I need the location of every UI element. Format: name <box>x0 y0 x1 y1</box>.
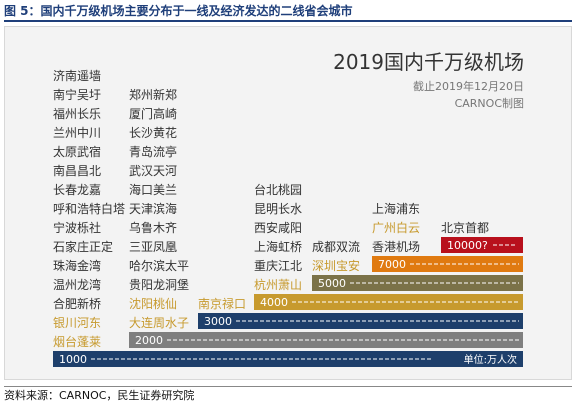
city-label: 上海虹桥 <box>254 239 302 254</box>
city-label: 青岛流亭 <box>129 144 177 159</box>
city-label: 合肥新桥 <box>53 296 101 311</box>
airport-tier-chart: 2019国内千万级机场 截止2019年12月20日 CARNOC制图 1000 2… <box>53 50 524 367</box>
city-labels: 济南遥墙南宁吴圩福州长乐兰州中川太原武宿南昌昌北长春龙嘉呼和浩特白塔宁波栎社石家… <box>53 68 489 349</box>
city-label: 太原武宿 <box>53 144 101 159</box>
unit-label: 单位:万人次 <box>464 353 517 366</box>
city-label: 温州龙湾 <box>53 277 101 292</box>
tier-label-2000: 2000 <box>135 334 163 347</box>
city-label: 台北桃园 <box>254 182 302 197</box>
city-label: 沈阳桃仙 <box>129 296 177 311</box>
tier-bar-3000 <box>198 313 523 329</box>
city-label: 兰州中川 <box>53 125 101 140</box>
city-label: 长春龙嘉 <box>53 183 101 197</box>
city-label: 成都双流 <box>312 240 360 254</box>
city-label: 西安咸阳 <box>254 220 302 235</box>
city-label: 重庆江北 <box>254 259 302 273</box>
tier-label-7000: 7000 <box>378 258 406 271</box>
chart-credit: CARNOC制图 <box>455 97 524 110</box>
city-label: 上海浦东 <box>372 201 420 216</box>
city-label: 南京禄口 <box>198 296 246 311</box>
tier-label-4000: 4000 <box>260 296 288 309</box>
tier-label-10000: 10000? <box>447 239 488 252</box>
city-label: 哈尔滨太平 <box>129 258 189 273</box>
city-label: 珠海金湾 <box>53 258 101 273</box>
city-label: 海口美兰 <box>129 182 177 197</box>
chart-title: 2019国内千万级机场 <box>333 50 524 74</box>
city-label: 昆明长水 <box>254 202 302 216</box>
city-label: 长沙黄花 <box>129 125 177 140</box>
city-label: 厦门高崎 <box>129 106 177 121</box>
city-label: 福州长乐 <box>53 106 101 121</box>
city-label: 三亚凤凰 <box>129 240 177 254</box>
city-label: 广州白云 <box>372 220 420 235</box>
chart-panel: 2019国内千万级机场 截止2019年12月20日 CARNOC制图 1000 2… <box>4 26 572 380</box>
city-label: 石家庄正定 <box>53 239 113 254</box>
city-label: 武汉天河 <box>129 164 177 178</box>
city-label: 南昌昌北 <box>53 163 101 178</box>
city-label: 南宁吴圩 <box>53 87 101 102</box>
chart-subtitle: 截止2019年12月20日 <box>413 79 524 93</box>
tier-label-1000: 1000 <box>59 353 87 366</box>
city-label: 天津滨海 <box>129 201 177 216</box>
city-label: 香港机场 <box>372 240 420 254</box>
city-label: 呼和浩特白塔 <box>53 201 125 216</box>
city-label: 济南遥墙 <box>53 68 101 83</box>
city-label: 深圳宝安 <box>312 258 360 273</box>
city-label: 郑州新郑 <box>129 87 177 102</box>
figure-caption: 图 5：国内千万级机场主要分布于一线及经济发达的二线省会城市 <box>4 2 572 22</box>
city-label: 杭州萧山 <box>254 277 302 292</box>
city-label: 乌鲁木齐 <box>129 220 177 235</box>
source-note: 资料来源：CARNOC，民生证券研究院 <box>4 386 572 404</box>
tier-bar-10000 <box>441 237 523 253</box>
city-label: 宁波栎社 <box>53 220 101 235</box>
city-label: 烟台蓬莱 <box>53 334 101 349</box>
city-label: 北京首都 <box>441 221 489 235</box>
tier-bar-1000 <box>53 351 523 367</box>
tier-label-3000: 3000 <box>204 315 232 328</box>
city-label: 大连周水子 <box>129 315 189 330</box>
tier-label-5000: 5000 <box>318 277 346 290</box>
city-label: 贵阳龙洞堡 <box>129 277 189 292</box>
tier-bars: 1000 2000 3000 4000 5000 7000 10000? 单位:万人次 <box>53 237 523 367</box>
city-label: 银川河东 <box>53 316 101 330</box>
